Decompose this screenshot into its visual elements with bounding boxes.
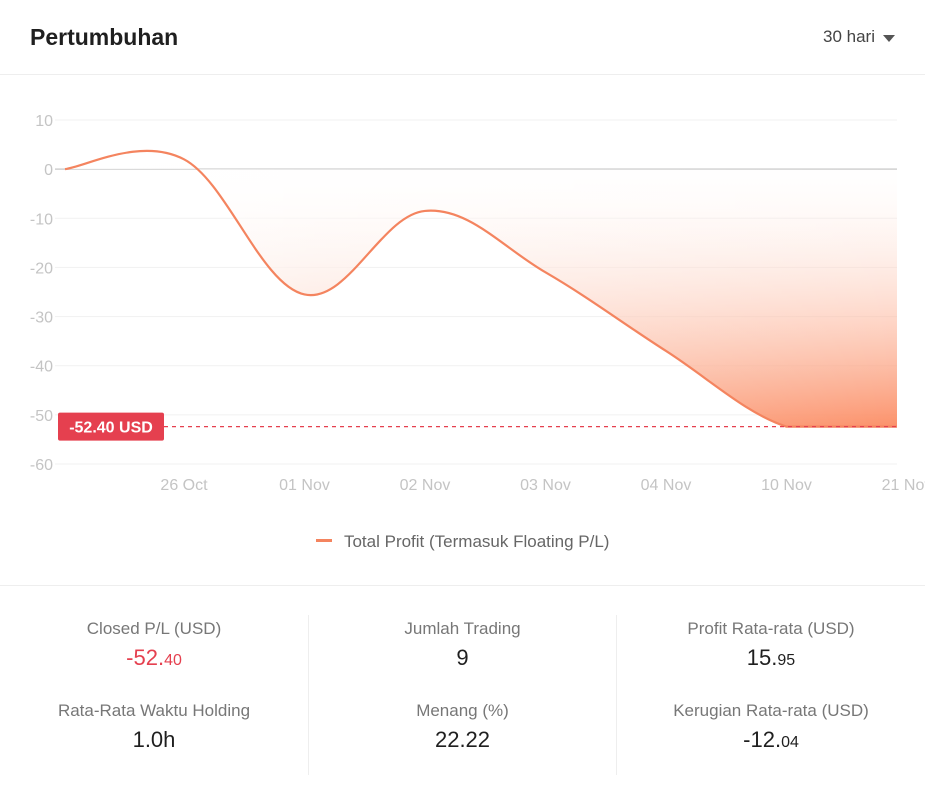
card-header: Pertumbuhan 30 hari xyxy=(0,0,925,75)
stat-label: Menang (%) xyxy=(416,701,509,720)
x-tick-label: 21 Nov xyxy=(882,477,925,494)
y-tick-label: -40 xyxy=(30,359,53,376)
period-dropdown[interactable]: 30 hari xyxy=(823,27,895,47)
x-tick-label: 01 Nov xyxy=(279,477,330,494)
stat-value: 15.95 xyxy=(617,645,925,671)
y-axis: 10 0 -10 -20 -30 -40 -50 -60 xyxy=(30,113,53,474)
profit-area-fade xyxy=(65,150,897,427)
stats-panel: Closed P/L (USD) -52.40 Rata-Rata Waktu … xyxy=(0,600,925,780)
y-tick-label: -30 xyxy=(30,310,53,327)
page-title: Pertumbuhan xyxy=(30,24,179,50)
profit-line xyxy=(64,149,897,428)
period-label: 30 hari xyxy=(823,27,875,46)
stat-jumlah-trading: Jumlah Trading 9 xyxy=(309,619,616,697)
x-tick-label: 02 Nov xyxy=(400,477,451,494)
stat-value-dec: 40 xyxy=(164,652,182,669)
stat-label: Closed P/L (USD) xyxy=(86,619,222,638)
chart-legend[interactable]: Total Profit (Termasuk Floating P/L) xyxy=(0,532,925,552)
stat-value-dec: 04 xyxy=(781,734,799,751)
current-value-badge: -52.40 USD xyxy=(58,412,164,441)
stats-column-2: Jumlah Trading 9 Menang (%) 22.22 xyxy=(308,615,616,775)
x-tick-label: 10 Nov xyxy=(761,477,812,494)
y-tick-label: -20 xyxy=(30,260,53,277)
growth-chart: 10 0 -10 -20 -30 -40 -50 -60 26 Oct 01 Nov 02 Nov… xyxy=(30,113,925,494)
y-tick-label: -10 xyxy=(30,211,53,228)
stat-value: 1.0h xyxy=(132,727,176,752)
stat-label: Jumlah Trading xyxy=(404,619,521,638)
stat-value-int: 15. xyxy=(746,645,778,670)
stat-value: 9 xyxy=(456,645,469,670)
x-axis: 26 Oct 01 Nov 02 Nov 03 Nov 04 Nov 10 Nov 21 N… xyxy=(160,477,925,494)
legend-label: Total Profit (Termasuk Floating P/L) xyxy=(343,532,610,551)
stats-column-1: Closed P/L (USD) -52.40 Rata-Rata Waktu … xyxy=(0,615,308,775)
x-tick-label: 03 Nov xyxy=(520,477,571,494)
stat-label: Profit Rata-rata (USD) xyxy=(687,619,855,638)
stat-value-int: -12. xyxy=(743,727,782,752)
stat-closed-pl: Closed P/L (USD) -52.40 xyxy=(0,619,308,697)
legend-swatch xyxy=(315,539,332,543)
y-tick-label: -60 xyxy=(30,457,53,474)
stat-value-int: -52. xyxy=(126,645,165,670)
divider xyxy=(0,585,925,586)
stat-label: Kerugian Rata-rata (USD) xyxy=(673,701,869,720)
stat-holding: Rata-Rata Waktu Holding 1.0h xyxy=(0,701,308,779)
stat-kerugian-rata: Kerugian Rata-rata (USD) -12.04 xyxy=(617,701,925,779)
stat-menang: Menang (%) 22.22 xyxy=(309,701,616,779)
y-tick-label: 10 xyxy=(35,113,53,130)
x-tick-label: 04 Nov xyxy=(641,477,692,494)
stat-profit-rata: Profit Rata-rata (USD) 15.95 xyxy=(617,619,925,697)
x-tick-label: 26 Oct xyxy=(160,477,208,494)
caret-down-icon xyxy=(883,34,895,42)
stat-value-dec: 95 xyxy=(777,652,796,669)
stat-label: Rata-Rata Waktu Holding xyxy=(57,701,251,720)
stats-column-3: Profit Rata-rata (USD) 15.95 Kerugian Ra… xyxy=(616,615,925,775)
y-tick-label: -50 xyxy=(30,408,53,425)
current-value-label: -52.40 USD xyxy=(69,420,153,437)
stat-value: -52.40 xyxy=(0,645,308,671)
stat-value: 22.22 xyxy=(434,727,491,752)
y-tick-label: 0 xyxy=(44,162,53,179)
stat-value: -12.04 xyxy=(617,727,925,753)
